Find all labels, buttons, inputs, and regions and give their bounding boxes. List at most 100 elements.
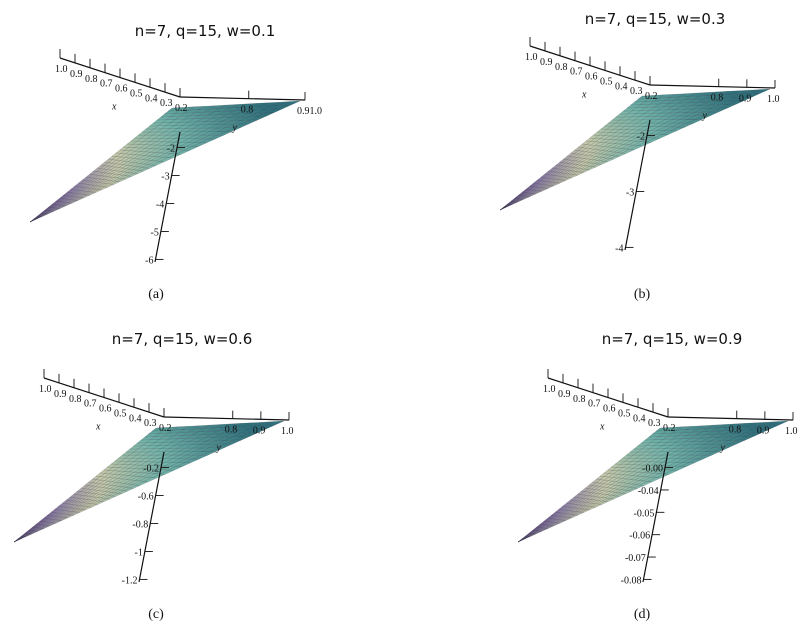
surface-plot-d: 1.0 0.9 0.8 0.7 0.6 0.5 0.4 0.3 0.2x 0.8 0.9 1.0y-0… [517,369,798,586]
x-tick-label: 0.8 [85,74,98,85]
y-axis-label: y [720,442,726,453]
y-tick-label: 0.8 [729,425,742,436]
z-tick-label: -0.2 [143,464,159,475]
x-tick-label: 0.9 [70,69,83,80]
panel-title: n=7, q=15, w=0.9 [601,330,743,348]
surface-cell [265,420,285,426]
x-axis-label: x [581,89,587,100]
surface-cell [751,88,771,94]
z-tick-label: -0.6 [138,492,154,503]
y-tick-label: 0.8 [711,93,724,104]
x-tick-label: 0.6 [585,72,598,83]
x-tick-label: 1.0 [525,52,538,63]
z-tick-label: -5 [151,227,159,238]
x-tick-label: 0.4 [145,93,158,104]
y-tick-label: 1.0 [767,94,780,105]
x-tick-label: 0.4 [633,413,646,424]
x-tick-label: 0.9 [54,389,67,400]
x-tick-label: 0.7 [570,67,583,78]
x-tick-label: 0.2 [159,423,172,434]
x-tick-label: 0.2 [645,91,658,102]
y-tick-label: 0.91.0 [297,106,322,117]
panel-title: n=7, q=15, w=0.6 [111,330,253,348]
axes: 1.0 0.9 0.8 0.7 0.6 0.5 0.4 0.3 0.2x 0.8 0.9 1.0y-0… [39,369,294,586]
x-tick-label: 0.2 [663,423,676,434]
z-axis-line [154,131,181,263]
x-tick-label: 0.9 [540,57,553,68]
surface-mesh [13,420,285,543]
x-tick-label: 0.8 [573,394,586,405]
y-axis-label: y [702,110,708,121]
x-tick-label: 0.4 [129,413,142,424]
z-tick-label: -2 [637,132,645,143]
panel-title: n=7, q=15, w=0.1 [134,22,276,40]
y-axis-line [179,96,306,101]
surface-mesh [499,88,771,211]
x-tick-label: 0.7 [100,79,113,90]
y-tick-label: 0.8 [225,425,238,436]
panel-caption: (a) [148,287,164,302]
x-tick-label: 1.0 [55,64,68,75]
z-axis-line [624,119,651,251]
x-tick-label: 0.5 [618,408,631,419]
y-tick-label: 0.9 [757,425,770,436]
z-tick-label: -4 [156,200,164,211]
x-tick-label: 0.8 [555,62,568,73]
y-axis-line [163,416,290,421]
z-tick-label: -1.2 [122,575,138,586]
y-tick-label: 1.0 [785,426,798,437]
z-tick-label: -0.07 [625,553,646,564]
z-axis-line [642,451,669,583]
z-tick-label: -1 [135,547,143,558]
x-tick-label: 0.5 [130,88,143,99]
surface-cell [281,100,301,106]
x-axis-label: x [111,101,117,112]
z-tick-label: -0.00 [642,464,663,475]
panel-caption: (c) [148,607,164,622]
y-tick-label: 0.8 [241,105,254,116]
z-tick-label: -6 [145,255,153,266]
x-tick-label: 0.2 [175,103,188,114]
y-tick-label: 1.0 [281,426,294,437]
z-axis-line [138,451,165,583]
z-tick-label: -0.08 [621,575,642,586]
x-tick-label: 0.3 [630,86,643,97]
x-tick-label: 0.3 [160,98,173,109]
x-tick-label: 0.6 [115,84,128,95]
x-tick-label: 0.4 [615,81,628,92]
panel-caption: (b) [633,287,651,302]
z-tick-label: -0.05 [634,508,655,519]
panel-title: n=7, q=15, w=0.3 [584,10,726,28]
surface-cell [517,538,524,543]
x-tick-label: 0.7 [588,399,601,410]
y-axis-line [649,84,776,89]
x-tick-label: 1.0 [39,384,52,395]
x-tick-label: 0.9 [558,389,571,400]
y-tick-label: 0.9 [739,93,752,104]
z-tick-label: -0.8 [132,520,148,531]
x-tick-label: 0.7 [84,399,97,410]
x-axis-label: x [95,421,101,432]
x-tick-label: 0.5 [600,76,613,87]
x-tick-label: 0.3 [144,418,157,429]
x-tick-label: 0.8 [69,394,82,405]
y-axis-label: y [232,122,238,133]
surface-cell [769,420,789,426]
surface-plot-a: 1.0 0.9 0.8 0.7 0.6 0.5 0.4 0.3 0.2x 0.8 0.91.0y-2… [29,49,322,266]
z-tick-label: -4 [615,243,623,254]
z-tick-label: -0.04 [638,486,659,497]
surface-cell [13,538,20,543]
x-axis-label: x [599,421,605,432]
x-tick-label: 1.0 [543,384,556,395]
y-axis-line [667,416,794,421]
z-tick-label: -0.06 [629,531,650,542]
axes: 1.0 0.9 0.8 0.7 0.6 0.5 0.4 0.3 0.2x 0.8 0.9 1.0y-0… [543,369,798,586]
y-axis-label: y [216,442,222,453]
panel-caption: (d) [633,607,651,622]
z-tick-label: -3 [626,188,634,199]
z-tick-label: -3 [161,172,169,183]
surface-plot-b: 1.0 0.9 0.8 0.7 0.6 0.5 0.4 0.3 0.2x 0.8 0.9 1.0y-2… [499,37,780,254]
x-tick-label: 0.5 [114,408,127,419]
